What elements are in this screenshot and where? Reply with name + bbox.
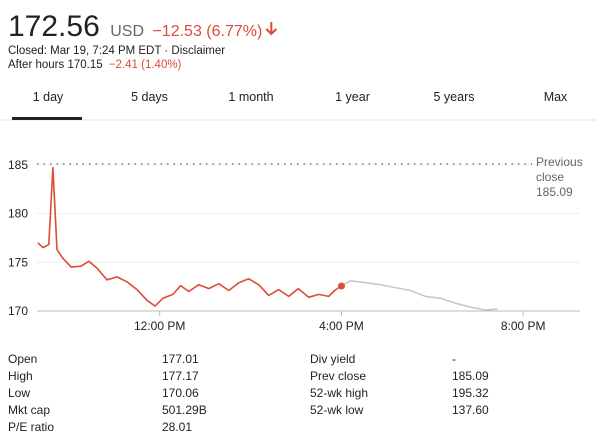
down-arrow xyxy=(265,22,278,36)
stat-value: 177.01 xyxy=(162,352,199,366)
price: 172.56 xyxy=(8,10,100,43)
previous-close-label: Previous close xyxy=(536,154,583,184)
stat-label: 52-wk high xyxy=(310,386,368,400)
after-hours-change: −2.41 (1.40%) xyxy=(109,59,182,71)
stat-label: P/E ratio xyxy=(8,420,54,434)
tab[interactable]: Max xyxy=(544,90,568,104)
after-hours-label: After hours 170.15 xyxy=(8,59,103,71)
stat-value: 185.09 xyxy=(452,369,489,383)
tab[interactable]: 1 year xyxy=(335,90,370,104)
y-tick-label: 170 xyxy=(8,304,28,318)
stat-label: High xyxy=(8,369,33,383)
stat-value: 177.17 xyxy=(162,369,199,383)
x-tick-label: 12:00 PM xyxy=(134,319,185,333)
tab[interactable]: 1 day xyxy=(33,90,64,104)
y-tick-label: 180 xyxy=(8,207,28,221)
tab[interactable]: 1 month xyxy=(228,90,273,104)
x-tick-label: 4:00 PM xyxy=(319,319,364,333)
stat-label: Div yield xyxy=(310,352,355,366)
close-marker xyxy=(337,282,345,290)
closed-info: Closed: Mar 19, 7:24 PM EDT · Disclaimer xyxy=(8,45,225,57)
price-line: 172.56 USD −12.53 (6.77%) xyxy=(8,10,262,43)
x-tick-label: 8:00 PM xyxy=(501,319,546,333)
stat-label: Prev close xyxy=(310,369,366,383)
tab[interactable]: 5 years xyxy=(434,90,475,104)
stat-label: Mkt cap xyxy=(8,403,50,417)
stat-label: Low xyxy=(8,386,30,400)
currency: USD xyxy=(110,23,144,40)
y-tick-label: 175 xyxy=(8,255,28,269)
stat-label: Open xyxy=(8,352,37,366)
y-tick-label: 185 xyxy=(8,158,28,172)
previous-close-value: 185.09 xyxy=(536,184,573,199)
stat-value: - xyxy=(452,352,456,366)
price-line xyxy=(341,280,498,311)
stat-value: 195.32 xyxy=(452,386,489,400)
stat-label: 52-wk low xyxy=(310,403,364,417)
stat-value: 170.06 xyxy=(162,386,199,400)
stat-value: 137.60 xyxy=(452,403,489,417)
stat-value: 501.29B xyxy=(162,403,207,417)
tab-underline xyxy=(12,117,82,120)
tab[interactable]: 5 days xyxy=(131,90,168,104)
stat-value: 28.01 xyxy=(162,420,192,434)
price-line xyxy=(37,166,342,307)
after-hours: After hours 170.15 −2.41 (1.40%) xyxy=(8,59,182,71)
change: −12.53 (6.77%) xyxy=(152,23,262,40)
